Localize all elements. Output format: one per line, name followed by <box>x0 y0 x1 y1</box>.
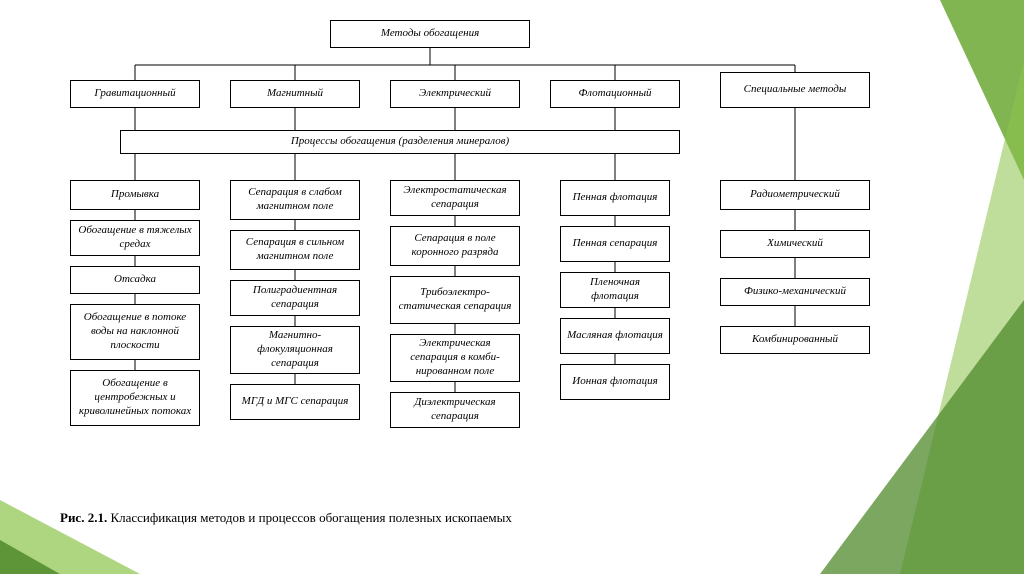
node-c1: Гравитационный <box>70 80 200 108</box>
node-s3: Физико-механический <box>720 278 870 306</box>
node-c2: Магнитный <box>230 80 360 108</box>
node-f1: Пенная флотация <box>560 180 670 216</box>
node-g2: Обогащение в тяжелых средах <box>70 220 200 256</box>
node-proc: Процессы обогащения (разделения минерало… <box>120 130 680 154</box>
node-root: Методы обогащения <box>330 20 530 48</box>
node-s4: Комбинированный <box>720 326 870 354</box>
node-e3: Трибоэлектро-статическая сепарация <box>390 276 520 324</box>
node-s1: Радиометрический <box>720 180 870 210</box>
node-f3: Пленочная флотация <box>560 272 670 308</box>
node-e5: Диэлектрическая сепарация <box>390 392 520 428</box>
node-e2: Сепарация в поле коронного разряда <box>390 226 520 266</box>
node-m1: Сепарация в слабом магнитном поле <box>230 180 360 220</box>
caption-prefix: Рис. 2.1. <box>60 510 110 525</box>
node-m5: МГД и МГС сепарация <box>230 384 360 420</box>
node-c4: Флотационный <box>550 80 680 108</box>
node-e4: Электрическая сепарация в комби-нированн… <box>390 334 520 382</box>
node-s2: Химический <box>720 230 870 258</box>
caption-text: Классификация методов и процессов обогащ… <box>110 510 511 525</box>
node-c3: Электрический <box>390 80 520 108</box>
slide: Методы обогащения Гравитационный Магнитный… <box>0 0 1024 574</box>
node-f2: Пенная сепарация <box>560 226 670 262</box>
node-f5: Ионная флотация <box>560 364 670 400</box>
node-g4: Обогащение в потоке воды на наклонной пл… <box>70 304 200 360</box>
node-g3: Отсадка <box>70 266 200 294</box>
flowchart-diagram: Методы обогащения Гравитационный Магнитный… <box>60 20 930 500</box>
figure-caption: Рис. 2.1. Классификация методов и процес… <box>60 510 512 526</box>
node-m3: Полиградиентная сепарация <box>230 280 360 316</box>
node-f4: Масляная флотация <box>560 318 670 354</box>
node-m4: Магнитно-флокуляционная сепарация <box>230 326 360 374</box>
node-c5: Специальные методы <box>720 72 870 108</box>
node-g5: Обогащение в центробежных и криволинейны… <box>70 370 200 426</box>
node-e1: Электростатическая сепарация <box>390 180 520 216</box>
node-g1: Промывка <box>70 180 200 210</box>
node-m2: Сепарация в сильном магнитном поле <box>230 230 360 270</box>
